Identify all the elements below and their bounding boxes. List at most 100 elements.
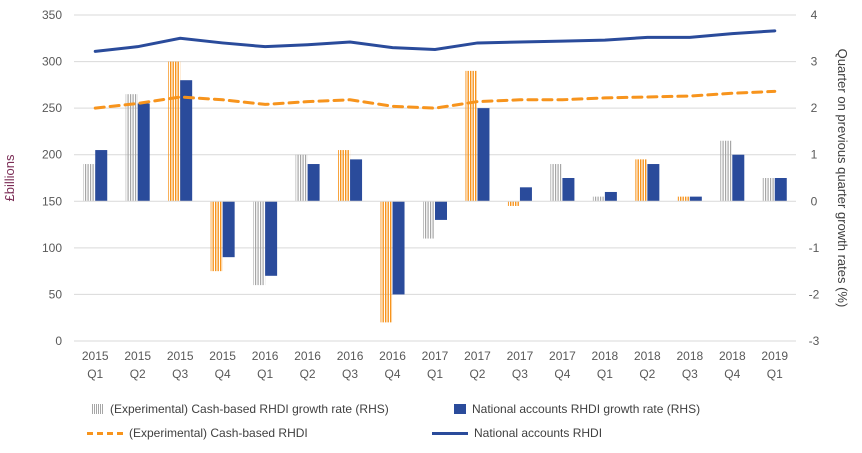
x-tick-label: 2017 xyxy=(507,349,534,363)
bar-cash-growth xyxy=(423,201,435,239)
x-tick-label: 2019 xyxy=(761,349,788,363)
bar-cash-growth xyxy=(83,164,96,202)
x-tick-label: Q1 xyxy=(427,367,443,381)
bar-na-growth xyxy=(265,201,278,276)
x-tick-label: 2017 xyxy=(464,349,491,363)
x-tick-label: 2016 xyxy=(294,349,321,363)
line-cash-rhdi xyxy=(93,89,777,110)
legend-swatch xyxy=(454,404,466,414)
x-tick-label: Q3 xyxy=(342,367,358,381)
x-tick-label: 2015 xyxy=(209,349,236,363)
y2-tick-label: 0 xyxy=(811,194,818,208)
bar-cash-growth xyxy=(465,70,478,202)
y-tick-label: 350 xyxy=(42,8,62,22)
x-tick-label: Q3 xyxy=(172,367,188,381)
x-tick-label: 2016 xyxy=(337,349,364,363)
x-tick-label: 2018 xyxy=(634,349,661,363)
bar-na-growth xyxy=(732,154,745,202)
legend-label: (Experimental) Cash-based RHDI xyxy=(129,426,308,440)
x-tick-label: Q4 xyxy=(215,367,231,381)
bar-na-growth xyxy=(562,178,575,202)
x-tick-label: 2015 xyxy=(167,349,194,363)
x-tick-label: Q4 xyxy=(385,367,401,381)
x-tick-label: Q4 xyxy=(724,367,740,381)
x-tick-label: 2018 xyxy=(676,349,703,363)
bar-na-growth xyxy=(137,103,150,202)
legend-item-na-bars: National accounts RHDI growth rate (RHS) xyxy=(454,402,700,416)
x-tick-label: Q1 xyxy=(87,367,103,381)
legend-swatch xyxy=(87,431,123,435)
x-tick-label: 2015 xyxy=(124,349,151,363)
x-tick-label: Q3 xyxy=(682,367,698,381)
legend-item-na-line: National accounts RHDI xyxy=(432,426,602,440)
bar-cash-growth xyxy=(380,201,393,323)
bar-cash-growth xyxy=(635,159,648,202)
y-axis-title: £billions xyxy=(2,154,17,201)
y2-axis-title: Quarter on previous quarter growth rates… xyxy=(835,49,850,308)
bar-na-growth xyxy=(180,80,193,202)
y2-tick-label: 4 xyxy=(811,8,818,22)
y-tick-label: 0 xyxy=(55,334,62,348)
x-tick-label: 2018 xyxy=(719,349,746,363)
bar-na-growth xyxy=(392,201,405,295)
y2-tick-label: 2 xyxy=(811,101,818,115)
bar-na-growth xyxy=(307,164,320,202)
x-tick-label: Q3 xyxy=(512,367,528,381)
x-tick-label: Q2 xyxy=(130,367,146,381)
bar-cash-growth xyxy=(677,196,690,202)
bar-na-growth xyxy=(95,150,108,202)
y-tick-label: 100 xyxy=(42,241,62,255)
x-tick-label: Q2 xyxy=(469,367,485,381)
legend-label: National accounts RHDI growth rate (RHS) xyxy=(472,402,701,416)
x-tick-label: Q2 xyxy=(300,367,316,381)
x-tick-label: Q1 xyxy=(767,367,783,381)
bar-cash-growth xyxy=(720,140,733,202)
bar-na-growth xyxy=(519,187,532,202)
legend-swatch xyxy=(432,431,468,435)
x-tick-label: 2015 xyxy=(82,349,109,363)
legend-item-cash-bars: (Experimental) Cash-based RHDI growth ra… xyxy=(92,402,389,416)
x-tick-label: 2017 xyxy=(422,349,449,363)
bar-na-growth xyxy=(689,196,702,202)
bar-cash-growth xyxy=(253,201,266,286)
bar-cash-growth xyxy=(210,201,223,272)
y2-tick-label: -1 xyxy=(809,241,820,255)
y2-tick-label: 1 xyxy=(811,148,818,162)
y2-tick-label: -2 xyxy=(809,287,820,301)
y2-tick-label: 3 xyxy=(811,55,818,69)
line-na-rhdi xyxy=(93,29,777,53)
x-tick-label: 2016 xyxy=(252,349,279,363)
bar-cash-growth xyxy=(295,154,308,202)
bar-na-growth xyxy=(647,164,660,202)
bar-cash-growth xyxy=(592,196,605,202)
legend-swatch xyxy=(92,404,104,414)
y-tick-label: 50 xyxy=(49,287,63,301)
legend-label: (Experimental) Cash-based RHDI growth ra… xyxy=(110,402,389,416)
y-tick-label: 250 xyxy=(42,101,62,115)
x-tick-label: 2016 xyxy=(379,349,406,363)
legend-label: National accounts RHDI xyxy=(474,426,603,440)
x-tick-label: 2018 xyxy=(592,349,619,363)
x-tick-label: Q2 xyxy=(639,367,655,381)
y-tick-label: 150 xyxy=(42,194,62,208)
y2-tick-label: -3 xyxy=(809,334,820,348)
legend-item-cash-line: (Experimental) Cash-based RHDI xyxy=(87,426,308,440)
bar-cash-growth xyxy=(550,164,563,202)
bar-cash-growth xyxy=(762,178,775,202)
bar-na-growth xyxy=(477,108,490,202)
x-tick-label: 2017 xyxy=(549,349,576,363)
bar-na-growth xyxy=(350,159,363,202)
chart-plot: 0 50 100 150 200 250 300 350 -3 -2 -1 0 1 2 3 4 2015 Q1 20… xyxy=(2,8,850,381)
bar-cash-growth xyxy=(125,94,138,202)
bar-na-growth xyxy=(435,201,447,220)
bar-cash-growth xyxy=(168,61,181,202)
bar-na-growth xyxy=(774,178,787,202)
bar-cash-growth xyxy=(338,150,351,202)
y-tick-label: 300 xyxy=(42,55,62,69)
x-tick-label: Q1 xyxy=(257,367,273,381)
y-tick-label: 200 xyxy=(42,148,62,162)
bar-na-growth xyxy=(604,191,617,202)
bar-cash-growth xyxy=(507,201,520,206)
bar-na-growth xyxy=(222,201,235,258)
